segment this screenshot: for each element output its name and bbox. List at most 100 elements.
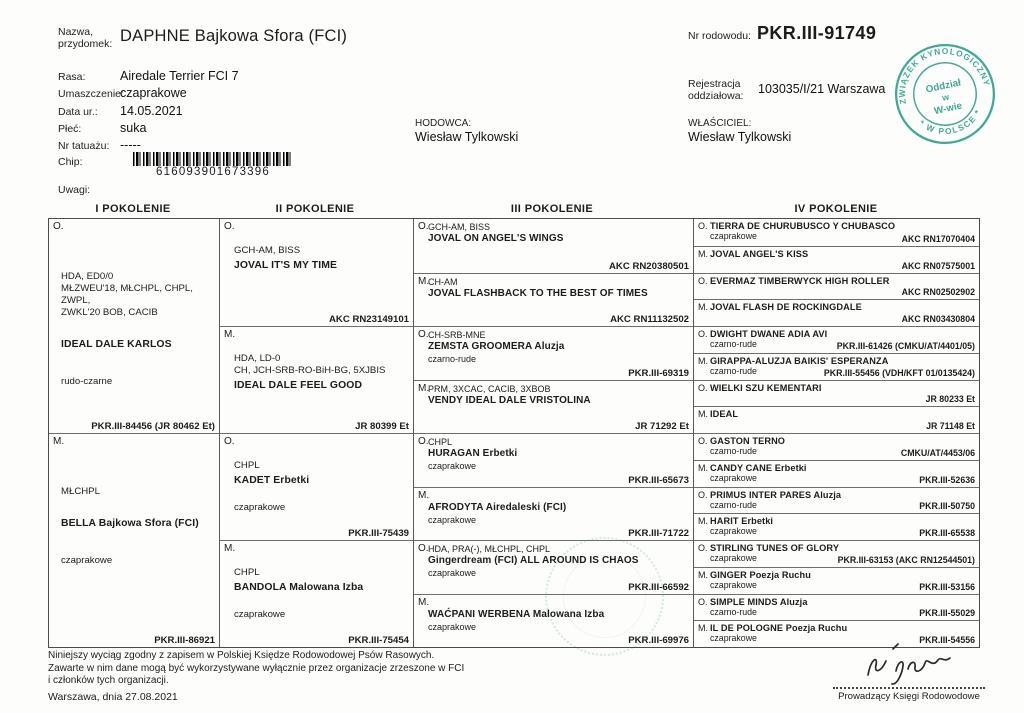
- dog-name: IDEAL DALE KARLOS: [61, 339, 172, 350]
- parent-prefix: M.: [698, 569, 708, 580]
- dog-reg-number: PKR.III-75454: [348, 635, 409, 646]
- dog-color: rudo-czarne: [61, 376, 113, 387]
- dog-color: czarno-rude: [710, 446, 757, 456]
- dog-reg-number: PKR.III-66592: [628, 581, 689, 593]
- parent-prefix: M.: [698, 355, 708, 366]
- dog-color: czaprakowe: [710, 231, 757, 241]
- parent-prefix: O.: [418, 543, 429, 554]
- parent-prefix: O.: [698, 489, 708, 500]
- dog-reg-number: PKR.III-61426 (CMKU/AT/4401/05): [836, 340, 975, 351]
- parent-prefix: M.: [698, 516, 708, 527]
- pedigree-cell: O. STIRLING TUNES OF GLORY czaprakowe PK…: [694, 540, 979, 567]
- field-row-breed: Rasa: Airedale Terrier FCI 7: [58, 69, 388, 86]
- dog-name: AFRODYTA Airedaleski (FCI): [428, 501, 567, 513]
- pedigree-cell: M. HARIT Erbetki czaprakowe PKR.III-6553…: [694, 513, 979, 540]
- dog-reg-number: PKR.III-84456 (JR 80462 Et): [91, 421, 215, 432]
- dog-reg-number: AKC RN20380501: [609, 260, 689, 272]
- field-row-birthdate: Data ur.: 14.05.2021: [58, 104, 388, 121]
- dog-reg-number: PKR.III-50750: [919, 501, 975, 512]
- dog-reg-number: PKR.III-86921: [154, 635, 215, 646]
- pedigree-cell: M. AFRODYTA Airedaleski (FCI) czaprakowe…: [414, 486, 693, 541]
- dog-name: WIELKI SZU KEMENTARI: [710, 382, 822, 393]
- field-value: Airedale Terrier FCI 7: [120, 69, 239, 83]
- parent-prefix: O.: [698, 436, 708, 446]
- dog-color: czaprakowe: [234, 609, 286, 620]
- dog-name: Gingerdream (FCI) ALL AROUND IS CHAOS: [428, 555, 639, 566]
- pedigree-cell: M. PRM, 3XCAC, CACIB, 3XBOB VENDY IDEAL …: [414, 379, 693, 434]
- dog-color: czarno-rude: [710, 339, 757, 349]
- chip-label: Chip:: [58, 156, 83, 168]
- breeder-label: HODOWCA:: [415, 118, 472, 129]
- parent-prefix: M.: [698, 462, 708, 473]
- pedigree-cell: O. CHPL HURAGAN Erbetki czaprakowe PKR.I…: [414, 433, 693, 487]
- dog-titles: PRM, 3XCAC, CACIB, 3XBOB: [428, 383, 551, 394]
- parent-prefix: O.: [698, 596, 708, 607]
- dog-color: czarno-rude: [428, 354, 477, 364]
- dog-reg-number: PKR.III-63153 (AKC RN12544501): [837, 554, 975, 565]
- parent-prefix: M.: [53, 436, 65, 447]
- pedigree-cell: M. JOVAL FLASH DE ROCKINGDALE AKC RN0343…: [694, 299, 979, 326]
- dog-reg-number: JR 80399 Et: [355, 421, 409, 432]
- dog-titles: CHPL: [428, 437, 453, 447]
- pedigree-cell: O. GCH-AM, BISS JOVAL IT'S MY TIME AKC R…: [220, 219, 413, 326]
- dog-name: KADET Erbetki: [234, 475, 310, 486]
- dog-name: CANDY CANE Erbetki: [710, 462, 807, 473]
- dog-color: czaprakowe: [710, 633, 757, 644]
- dog-name: WAĆPANI WERBENA Malowana Izba: [428, 608, 605, 620]
- dog-name: GASTON TERNO: [710, 436, 786, 446]
- dog-name-value: DAPHNE Bajkowa Sfora (FCI): [120, 27, 348, 45]
- dog-titles: CHPL: [234, 460, 260, 471]
- pedigree-table: O. HDA, ED0/0 MŁZWEU'18, MŁCHPL, CHPL, Z…: [48, 218, 980, 648]
- dog-color: czaprakowe: [428, 568, 477, 578]
- dog-color: czaprakowe: [428, 461, 477, 471]
- pedigree-number-value: PKR.III-91749: [757, 23, 877, 43]
- field-label: Data ur.:: [58, 105, 98, 118]
- parent-prefix: M.: [224, 329, 236, 340]
- dog-name: IL DE POLOGNE Poezja Ruchu: [710, 623, 848, 634]
- dog-reg-number: AKC RN02502902: [901, 287, 975, 298]
- svg-text:w: w: [940, 92, 950, 103]
- parent-prefix: O.: [418, 436, 429, 447]
- pedigree-cell: M. GINGER Poezja Ruchu czaprakowe PKR.II…: [694, 566, 979, 594]
- parent-prefix: M.: [224, 543, 236, 554]
- dog-titles: CHPL: [234, 567, 260, 578]
- parent-prefix: O.: [698, 275, 708, 286]
- dog-name: JOVAL ANGEL'S KISS: [710, 248, 809, 259]
- pedigree-cell: M. JOVAL ANGEL'S KISS AKC RN07575001: [694, 245, 979, 273]
- pedigree-cell: O. DWIGHT DWANE ADIA AVI czarno-rude PKR…: [694, 326, 979, 353]
- parent-prefix: O.: [224, 221, 235, 232]
- dog-name: JOVAL FLASH DE ROCKINGDALE: [710, 302, 862, 313]
- pedigree-cell: M. CH-AM JOVAL FLASHBACK TO THE BEST OF …: [414, 272, 693, 327]
- dog-color: czaprakowe: [428, 514, 477, 525]
- dog-name: GINGER Poezja Ruchu: [710, 569, 811, 580]
- pedigree-cell: O. TIERRA DE CHURUBUSCO Y CHUBASCO czapr…: [694, 219, 979, 246]
- pedigree-cell-dam: M. MŁCHPL BELLA Bajkowa Sfora (FCI) czap…: [49, 433, 219, 647]
- parent-prefix: O.: [698, 221, 708, 231]
- pedigree-cell: M. IDEAL JR 71148 Et: [694, 406, 979, 433]
- dog-reg-number: PKR.III-55456 (VDH/KFT 01/0135424): [823, 367, 975, 378]
- parent-prefix: O.: [224, 436, 235, 447]
- dog-name: EVERMAZ TIMBERWYCK HIGH ROLLER: [710, 275, 890, 286]
- place-date: Warszawa, dnia 27.08.2021: [48, 691, 178, 703]
- signature-caption: Prowadzący Księgi Rodowodowe: [838, 691, 980, 702]
- pedigree-cell: O. EVERMAZ TIMBERWYCK HIGH ROLLER AKC RN…: [694, 272, 979, 300]
- owner-value: Wiesław Tylkowski: [688, 130, 792, 144]
- gen1-header: I POKOLENIE: [95, 203, 171, 215]
- dog-color: czaprakowe: [234, 502, 286, 513]
- dog-name: TIERRA DE CHURUBUSCO Y CHUBASCO: [710, 221, 896, 231]
- dog-reg-number: PKR.III-69319: [628, 367, 689, 379]
- gen2-header: II POKOLENIE: [275, 203, 355, 215]
- dog-name-label: Nazwa, przydomek:: [58, 26, 113, 50]
- field-value: -----: [120, 138, 141, 153]
- pedigree-cell: M. GIRAPPA-ALUZJA BAIKIS' ESPERANZA czar…: [694, 352, 979, 380]
- gen4-column: O. TIERRA DE CHURUBUSCO Y CHUBASCO czapr…: [693, 219, 979, 647]
- dog-titles: HDA, ED0/0 MŁZWEU'18, MŁCHPL, CHPL, ZWPL…: [61, 271, 193, 318]
- parent-prefix: M.: [698, 409, 708, 420]
- dog-titles: CH-SRB-MNE: [428, 330, 486, 340]
- pedigree-number-label: Nr rodowodu:: [688, 30, 752, 42]
- parent-prefix: M.: [698, 623, 708, 634]
- dog-titles: GCH-AM, BISS: [234, 245, 301, 256]
- dog-color: czaprakowe: [710, 553, 757, 563]
- dog-name: IDEAL: [710, 409, 739, 420]
- parent-prefix: M.: [418, 596, 430, 608]
